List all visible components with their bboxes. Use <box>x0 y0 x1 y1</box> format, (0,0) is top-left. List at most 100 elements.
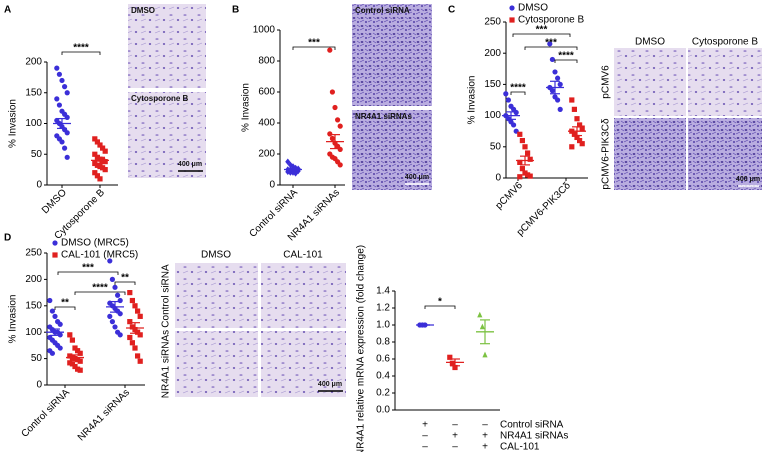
data-point <box>519 166 525 172</box>
micrograph <box>614 48 686 116</box>
significance-bracket <box>424 305 456 309</box>
data-point <box>57 332 63 338</box>
data-point <box>337 123 343 129</box>
significance-label: **** <box>510 83 526 94</box>
data-point <box>49 308 56 314</box>
data-point <box>137 358 143 364</box>
data-point <box>579 141 585 147</box>
data-point <box>49 350 56 356</box>
panel-letter: D <box>4 233 11 244</box>
data-point <box>57 321 63 327</box>
micrograph <box>688 118 762 190</box>
data-point <box>337 146 343 152</box>
data-point <box>102 148 108 154</box>
data-point <box>117 332 123 338</box>
y-axis-label: % Invasion <box>8 295 19 344</box>
y-tick-label: 150 <box>25 87 42 98</box>
panel-letter: C <box>448 5 455 16</box>
y-tick-label: 200 <box>25 57 42 68</box>
legend-marker <box>509 17 515 23</box>
scale-label: 400 μm <box>736 176 760 183</box>
y-tick-label: 0 <box>269 180 275 191</box>
data-point <box>69 337 75 343</box>
y-tick-label: 0 <box>495 173 501 184</box>
data-point <box>571 106 577 112</box>
data-point <box>47 297 53 304</box>
data-point <box>482 351 488 358</box>
x-tick-label: pCMV6 <box>494 180 526 212</box>
data-point <box>452 364 458 371</box>
row-label: Control siRNA <box>161 264 172 328</box>
condition-sign: – <box>452 420 458 431</box>
data-point <box>77 358 83 364</box>
y-tick-label: 250 <box>25 248 42 259</box>
data-point <box>552 69 558 75</box>
data-point <box>555 75 561 81</box>
data-point <box>132 303 138 309</box>
data-point <box>449 360 455 366</box>
micrograph <box>688 48 762 116</box>
scale-label: 400 μm <box>405 174 429 181</box>
data-point <box>77 350 83 356</box>
data-point <box>525 150 531 156</box>
y-tick-label: 1.0 <box>376 320 390 331</box>
row-label: NR4A1 siRNAs <box>161 330 172 398</box>
micrograph <box>175 331 258 397</box>
significance-bracket <box>61 51 101 55</box>
x-tick-label: Control siRNA <box>19 387 72 440</box>
data-point <box>503 91 509 97</box>
data-point <box>109 319 115 325</box>
data-point <box>92 151 98 157</box>
panel-letter: A <box>4 5 11 16</box>
data-point <box>137 313 143 319</box>
data-point <box>94 139 100 145</box>
y-tick-label: 0.0 <box>376 405 390 416</box>
y-tick-label: 0.8 <box>376 337 390 348</box>
data-point <box>64 90 70 96</box>
data-point <box>109 276 115 282</box>
data-point <box>285 158 291 165</box>
data-point <box>569 144 575 150</box>
condition-sign: – <box>422 442 428 452</box>
column-label: DMSO <box>201 250 231 261</box>
data-point <box>285 168 291 176</box>
data-point <box>92 170 98 176</box>
data-point <box>64 154 70 160</box>
data-point <box>327 131 333 137</box>
data-point <box>107 258 113 264</box>
significance-label: *** <box>308 38 320 49</box>
data-point <box>505 97 511 103</box>
y-tick-label: 400 <box>258 118 275 129</box>
data-point <box>135 329 141 335</box>
data-point <box>332 104 338 111</box>
data-point <box>64 130 70 136</box>
data-point <box>112 284 118 290</box>
data-point <box>510 122 517 128</box>
y-tick-label: 200 <box>258 149 275 160</box>
y-tick-label: 1.2 <box>376 303 390 314</box>
legend-label: CAL-101 (MRC5) <box>61 250 138 261</box>
data-point <box>92 136 98 142</box>
data-point <box>337 162 343 168</box>
condition-sign: – <box>422 431 428 442</box>
significance-bracket <box>292 46 336 50</box>
significance-label: **** <box>73 43 89 54</box>
y-tick-label: 800 <box>258 56 275 67</box>
data-point <box>577 137 583 144</box>
legend-marker <box>52 252 58 258</box>
data-point <box>527 173 533 179</box>
significance-bracket <box>114 281 136 285</box>
micrograph-label: NR4A1 siRNAs <box>355 112 412 121</box>
y-tick-label: 1.4 <box>376 286 390 297</box>
significance-label: *** <box>545 38 557 49</box>
data-point <box>57 345 63 351</box>
data-point <box>62 84 68 90</box>
data-point <box>549 56 556 63</box>
data-point <box>519 137 525 144</box>
y-tick-label: 0.2 <box>376 388 390 399</box>
micrograph-label: Control siRNA <box>355 6 410 15</box>
y-tick-label: 600 <box>258 87 275 98</box>
condition-sign: + <box>482 442 488 452</box>
data-point <box>571 131 577 137</box>
data-point <box>97 176 103 182</box>
